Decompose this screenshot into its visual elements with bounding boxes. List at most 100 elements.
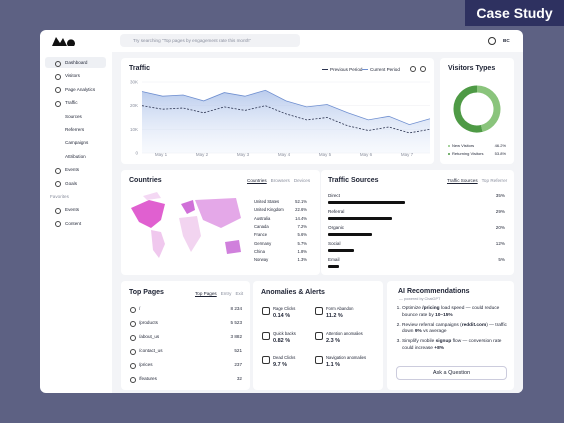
panel-title: Traffic Sources <box>328 177 379 184</box>
icon <box>130 362 136 369</box>
text: Simplify mobile <box>402 339 436 345</box>
text: ) — traffic down <box>402 322 507 335</box>
donut-segment <box>476 85 501 132</box>
nav-item[interactable]: Page Analytics <box>65 86 96 92</box>
x-tick-label: May 5 <box>319 152 332 157</box>
page-path: /features <box>139 376 157 381</box>
legend-dot <box>448 144 450 147</box>
source-bar <box>328 233 372 236</box>
nav-item[interactable]: Dashboard <box>65 60 88 65</box>
alert-label: Rage Clicks <box>273 306 296 311</box>
country-name: China <box>254 248 265 254</box>
page-count: 3 882 <box>230 334 243 339</box>
nav-item[interactable]: Referrers <box>65 127 85 132</box>
logo <box>52 37 75 46</box>
panel-title: Visitors Types <box>448 65 496 72</box>
recommendation: Review referral campaigns (reddit.com) —… <box>402 323 510 336</box>
legend-value: 53.8% <box>494 151 506 156</box>
alert-value: 9.7 % <box>273 362 288 368</box>
nav-item[interactable]: Sources <box>65 113 82 119</box>
country-name: Canada <box>254 223 269 229</box>
nav-item[interactable]: Campaigns <box>65 140 89 146</box>
nav-item[interactable]: Events <box>65 167 80 173</box>
tab[interactable]: Devices <box>293 178 311 183</box>
panel-title: Anomalies & Alerts <box>261 289 325 296</box>
text: 9% <box>414 329 422 335</box>
recommendation: Simplify mobile signup flow — conversion… <box>402 339 510 352</box>
user-avatar[interactable]: BC <box>503 38 510 43</box>
text: +8% <box>434 345 444 351</box>
country-value: 14.4% <box>295 215 307 221</box>
icon <box>55 73 61 80</box>
source-value: 20% <box>495 225 505 230</box>
alert-icon <box>315 356 323 364</box>
page-count: 32 <box>236 376 242 381</box>
nav-item[interactable]: Events <box>65 207 80 213</box>
page-path: /about_us <box>139 334 160 339</box>
nav-item[interactable]: Attribution <box>65 153 86 159</box>
nav-section: Favorites <box>50 194 69 199</box>
country-value: 5.7% <box>297 240 307 246</box>
donut-segment <box>453 85 483 133</box>
icon <box>130 320 136 327</box>
source-value: 12% <box>495 241 505 246</box>
icon <box>55 60 61 67</box>
legend-label: New Visitors <box>452 143 475 148</box>
search-box[interactable] <box>120 34 300 47</box>
reload-icon[interactable] <box>420 66 426 72</box>
panel <box>440 58 514 164</box>
source-name: Referral <box>328 209 345 214</box>
text: reddit.com <box>461 322 487 328</box>
ask-button[interactable]: Ask a Question <box>396 366 507 380</box>
country-name: Germany <box>254 240 272 246</box>
legend-swatch <box>322 69 328 70</box>
graphic <box>131 192 241 258</box>
tab[interactable]: Countries <box>247 178 267 183</box>
alert-label: Navigation anomalies <box>326 355 367 360</box>
y-tick-label: 30K <box>130 80 138 85</box>
source-name: Direct <box>328 193 340 198</box>
nav-item[interactable]: Traffic <box>65 100 78 106</box>
tab[interactable]: Browsers <box>270 178 290 183</box>
y-tick-label: 10K <box>130 127 138 132</box>
icon <box>55 87 61 94</box>
area <box>142 90 430 153</box>
tab[interactable]: Exit <box>235 291 244 296</box>
icon <box>130 334 136 341</box>
tab[interactable]: Entry <box>220 291 232 296</box>
refresh-icon[interactable] <box>410 66 416 72</box>
text: 10–15% <box>435 312 453 318</box>
tab[interactable]: Top Pages <box>195 291 217 296</box>
icon <box>55 221 61 228</box>
nav-highlight <box>45 57 106 68</box>
help-icon[interactable] <box>488 37 496 45</box>
page-path: /contact_us <box>139 348 163 353</box>
tab[interactable]: Top Referrer <box>481 178 508 183</box>
country-name: France <box>254 232 268 238</box>
nav-item[interactable]: Goals <box>65 180 78 186</box>
nav-item[interactable]: Visitors <box>65 73 80 79</box>
line <box>141 105 431 134</box>
panel <box>253 281 383 390</box>
icon <box>55 181 61 188</box>
page-count: 237 <box>234 362 242 367</box>
x-tick-label: May 1 <box>155 152 168 157</box>
panel-title: AI Recommendations <box>398 288 470 295</box>
page-count: 8 234 <box>230 306 243 311</box>
tab[interactable]: Traffic Sources <box>447 178 478 183</box>
graphic <box>453 85 501 133</box>
source-bar <box>328 217 392 220</box>
y-tick-label: 0 <box>135 151 138 156</box>
nav-item[interactable]: Content <box>65 220 82 226</box>
alert-icon <box>315 331 323 340</box>
legend-label: Previous Period <box>330 67 363 72</box>
panel-title: Traffic <box>129 65 151 72</box>
panel <box>321 170 514 275</box>
text: vs average <box>421 329 447 335</box>
map-region <box>195 198 241 228</box>
x-tick-label: May 7 <box>401 152 414 157</box>
text: signup <box>435 339 452 345</box>
search-placeholder: Try searching "Top pages by engagement r… <box>133 38 251 43</box>
country-name: United States <box>254 199 280 204</box>
